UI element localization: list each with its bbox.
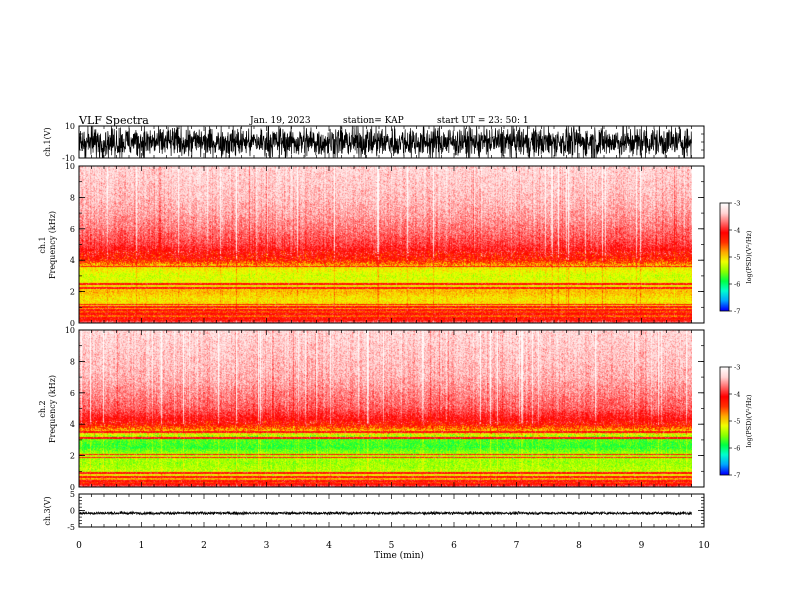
x-tick-label: 9 [639, 541, 645, 551]
y-tick-label: 2 [70, 452, 75, 461]
ch1-colorbar-label: log(PSD)(V²/Hz) [745, 230, 753, 283]
colorbar-tick-label: -5 [734, 254, 740, 262]
colorbar-tick-label: -7 [734, 308, 740, 316]
ch1-waveform-ylabel: ch.1(V) [43, 127, 52, 156]
ch1-ticks: 10 -10 [62, 122, 705, 163]
x-axis-label: Time (min) [374, 550, 424, 561]
ch1-spectrogram-ticks: 0 2 4 6 8 10 [65, 162, 705, 328]
y-tick-label: 2 [70, 288, 75, 297]
ch2-colorbar-ticks: -3 -4 -5 -6 -7 [729, 364, 740, 480]
x-tick-label: 10 [698, 541, 710, 551]
ch1-spectrogram-image [79, 166, 692, 323]
y-tick-label: 8 [70, 357, 75, 366]
colorbar-tick-label: -5 [734, 418, 740, 426]
ch1-colorbar-ticks: -3 -4 -5 -6 -7 [729, 200, 740, 316]
y-tick-label: 0 [70, 319, 75, 328]
y-tick-label: 0 [70, 507, 75, 516]
header-date: Jan. 19, 2023 [250, 116, 311, 126]
ch3-waveform-trace [78, 510, 692, 516]
x-tick-label: 1 [139, 541, 145, 551]
y-tick-label: 0 [70, 483, 75, 492]
y-tick-label: -10 [62, 154, 75, 163]
ch1-spectrogram-ylabel-line1: ch.1 [38, 236, 47, 253]
colorbar-tick-label: -4 [734, 227, 740, 235]
colorbar-tick-label: -6 [734, 445, 740, 453]
ch3-ticks: 50-50 1 2 3 4 5 6 7 8 9 10 [67, 490, 710, 551]
chart-title: VLF Spectra [79, 114, 149, 127]
y-tick-label: 4 [70, 256, 75, 265]
x-tick-label: 4 [326, 541, 332, 551]
colorbar-tick-label: -7 [734, 472, 740, 480]
ch1-waveform-panel: 10 -10 ch.1(V) [43, 122, 705, 163]
y-tick-label: 10 [65, 162, 75, 171]
colorbar-tick-label: -4 [734, 391, 740, 399]
x-tick-label: 8 [576, 541, 582, 551]
ch1-colorbar [720, 203, 729, 311]
colorbar-tick-label: -6 [734, 281, 740, 289]
y-tick-label: 6 [70, 389, 75, 398]
y-tick-label: 10 [65, 122, 75, 131]
ch1-spectrogram-ylabel-line2: Frequency (kHz) [48, 211, 57, 279]
x-tick-label: 0 [76, 541, 82, 551]
x-tick-label: 3 [264, 541, 270, 551]
header-start-time: start UT = 23: 50: 1 [437, 116, 529, 126]
colorbar-tick-label: -3 [734, 364, 740, 372]
ch2-colorbar-label: log(PSD)(V²/Hz) [745, 394, 753, 447]
colorbar-tick-label: -3 [734, 200, 740, 208]
y-tick-label: 8 [70, 193, 75, 202]
y-tick-label: 6 [70, 225, 75, 234]
ch3-waveform-panel: 50-50 1 2 3 4 5 6 7 8 9 10 ch.3(V) Time (min) [43, 490, 710, 561]
ch2-spectrogram-image [79, 330, 692, 487]
x-tick-label: 5 [389, 541, 395, 551]
ch2-spectrogram-ticks: 0 2 4 6 8 10 [65, 326, 705, 492]
x-tick-label: 7 [514, 541, 520, 551]
ch2-colorbar [720, 367, 729, 475]
x-tick-label: 2 [201, 541, 207, 551]
ch1-waveform-trace [78, 125, 692, 159]
y-tick-label: 4 [70, 420, 75, 429]
ch3-waveform-ylabel: ch.3(V) [43, 496, 52, 525]
y-tick-label: 5 [70, 490, 75, 499]
ch2-spectrogram-ylabel-line1: ch.2 [38, 400, 47, 417]
y-tick-label: -5 [67, 523, 75, 532]
x-tick-label: 6 [451, 541, 457, 551]
ch2-spectrogram-ylabel-line2: Frequency (kHz) [48, 375, 57, 443]
header-station: station= KAP [343, 116, 404, 126]
y-tick-label: 10 [65, 326, 75, 335]
